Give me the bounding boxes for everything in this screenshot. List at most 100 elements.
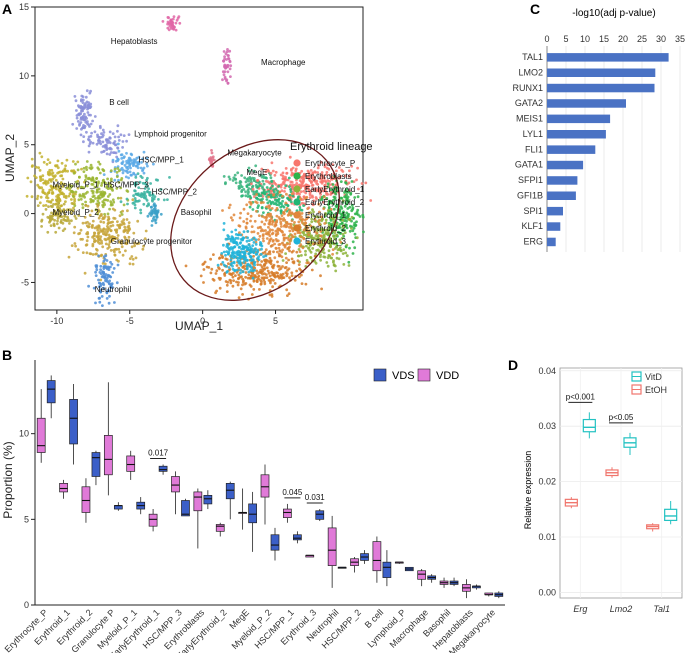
umap-point — [102, 283, 106, 286]
umap-point — [111, 285, 114, 289]
umap-point — [338, 246, 342, 250]
umap-point — [30, 157, 34, 161]
umap-point — [302, 174, 306, 178]
umap-point — [351, 252, 355, 255]
umap-point — [87, 284, 90, 288]
umap-point — [252, 241, 256, 244]
umap-point — [95, 252, 98, 256]
umap-point — [241, 280, 245, 284]
box-vds-earlyerythroid-1 — [158, 464, 168, 475]
umap-point — [96, 196, 100, 200]
umap-point — [285, 171, 289, 175]
umap-point — [72, 195, 75, 198]
umap-point — [341, 199, 345, 203]
umap-point — [285, 224, 289, 228]
umap-point — [86, 220, 89, 224]
umap-point — [258, 234, 262, 238]
umap-point — [94, 301, 97, 305]
umap-point — [251, 244, 255, 248]
box-vdd-earlyerythroid-2 — [215, 522, 225, 537]
umap-point — [96, 205, 100, 208]
umap-point — [42, 191, 46, 195]
umap-point — [239, 287, 243, 291]
umap-point — [300, 218, 304, 222]
umap-point — [256, 226, 260, 230]
umap-point — [184, 264, 188, 268]
umap-point — [245, 267, 249, 271]
umap-point — [118, 214, 122, 218]
umap-point — [242, 260, 246, 264]
umap-point — [125, 197, 129, 201]
umap-point — [316, 171, 320, 174]
umap-point — [111, 271, 115, 274]
umap-point — [59, 181, 63, 184]
umap-point — [285, 288, 289, 292]
umap-point — [263, 280, 266, 284]
umap-point — [269, 259, 273, 262]
umap-point — [243, 176, 247, 180]
umap-point — [337, 224, 341, 228]
box-vdd-lymphoid-p — [394, 561, 404, 564]
umap-point — [272, 250, 275, 254]
umap-point — [298, 275, 301, 279]
umap-point — [38, 201, 42, 205]
umap-point — [108, 294, 111, 298]
umap-point — [93, 231, 96, 235]
umap-point — [282, 182, 286, 186]
umap-point — [145, 156, 149, 160]
umap-point — [344, 174, 347, 178]
umap-point — [151, 199, 154, 203]
umap-point — [202, 268, 206, 271]
umap-point — [78, 122, 81, 126]
umap-point — [262, 182, 266, 186]
umap-point — [234, 228, 238, 232]
umap-point — [224, 181, 227, 185]
umap-point — [269, 171, 273, 175]
c-y-tick-label: GATA1 — [515, 160, 543, 170]
umap-point — [328, 226, 331, 230]
umap-point — [228, 248, 231, 252]
umap-point — [64, 200, 67, 204]
umap-point — [355, 236, 359, 240]
umap-point — [135, 192, 139, 196]
umap-point — [41, 212, 45, 216]
umap-x-tick-label: -10 — [50, 316, 63, 326]
umap-point — [99, 220, 103, 224]
legend-dot-earlyerythroid-2 — [293, 198, 301, 206]
umap-point — [271, 200, 275, 204]
umap-point — [305, 186, 309, 190]
umap-y-label: UMAP_2 — [3, 134, 17, 182]
umap-point — [117, 259, 120, 263]
umap-point — [121, 146, 124, 149]
proportion-legend: VDS VDD — [373, 368, 459, 382]
umap-point — [241, 270, 245, 274]
umap-point — [56, 214, 60, 218]
umap-point — [117, 247, 121, 251]
umap-point — [284, 208, 287, 212]
umap-cluster-hepatoblasts — [161, 15, 182, 32]
umap-point — [355, 178, 358, 182]
umap-point — [323, 176, 326, 180]
umap-point — [323, 165, 327, 169]
umap-point — [274, 170, 278, 174]
umap-point — [232, 213, 236, 217]
umap-point — [285, 221, 288, 225]
umap-point — [315, 232, 319, 235]
umap-point — [314, 252, 318, 256]
box-vdd-granulocyte-p — [103, 382, 113, 496]
umap-point — [162, 198, 166, 202]
umap-point — [72, 171, 76, 175]
umap-point — [241, 293, 245, 296]
umap-point — [52, 186, 56, 190]
umap-point — [142, 202, 146, 206]
umap-point — [109, 260, 112, 264]
umap-point — [77, 232, 80, 236]
umap-point — [342, 234, 346, 238]
proportion-y-label: Proportion (%) — [1, 441, 15, 518]
bar-erg — [547, 237, 556, 247]
umap-point — [139, 166, 143, 170]
umap-point — [283, 177, 287, 181]
box-body — [46, 380, 56, 404]
umap-point — [271, 231, 275, 235]
umap-point — [75, 127, 79, 130]
